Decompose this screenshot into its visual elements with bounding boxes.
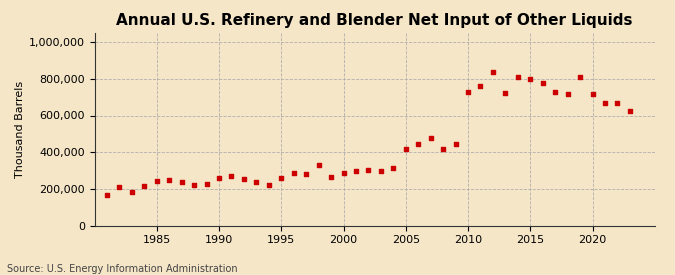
Point	[475, 84, 486, 88]
Point	[500, 90, 511, 95]
Point	[599, 100, 610, 105]
Point	[525, 77, 536, 81]
Point	[363, 167, 374, 172]
Point	[276, 176, 287, 180]
Point	[587, 91, 598, 96]
Point	[263, 183, 274, 187]
Point	[612, 100, 623, 105]
Point	[101, 193, 112, 197]
Point	[375, 168, 386, 173]
Point	[400, 146, 411, 151]
Point	[437, 146, 448, 151]
Point	[549, 89, 560, 94]
Point	[213, 176, 224, 180]
Point	[251, 180, 262, 185]
Point	[201, 182, 212, 186]
Point	[537, 81, 548, 86]
Point	[126, 189, 137, 194]
Point	[574, 75, 585, 79]
Text: Source: U.S. Energy Information Administration: Source: U.S. Energy Information Administ…	[7, 264, 238, 274]
Y-axis label: Thousand Barrels: Thousand Barrels	[15, 81, 24, 178]
Title: Annual U.S. Refinery and Blender Net Input of Other Liquids: Annual U.S. Refinery and Blender Net Inp…	[116, 13, 633, 28]
Point	[288, 171, 299, 175]
Point	[313, 163, 324, 167]
Point	[301, 172, 312, 176]
Point	[114, 185, 125, 189]
Point	[624, 109, 635, 113]
Point	[512, 75, 523, 79]
Point	[226, 174, 237, 178]
Point	[139, 184, 150, 188]
Point	[338, 171, 349, 175]
Point	[350, 168, 361, 173]
Point	[325, 175, 336, 179]
Point	[487, 69, 498, 74]
Point	[425, 135, 436, 140]
Point	[450, 142, 461, 146]
Point	[164, 177, 175, 182]
Point	[413, 142, 424, 146]
Point	[462, 89, 473, 94]
Point	[562, 91, 573, 96]
Point	[189, 183, 200, 187]
Point	[238, 177, 249, 181]
Point	[151, 178, 162, 183]
Point	[388, 166, 399, 170]
Point	[176, 180, 187, 185]
